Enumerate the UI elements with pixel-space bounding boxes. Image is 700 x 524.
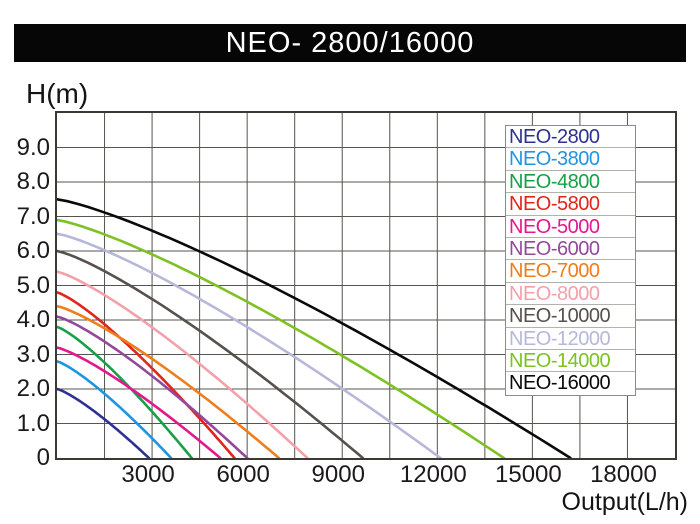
y-axis-title: H(m) bbox=[26, 78, 89, 109]
x-tick-18000: 18000 bbox=[590, 461, 657, 488]
curve-neo-10000 bbox=[57, 249, 365, 458]
legend-item-neo-4800: NEO-4800 bbox=[506, 170, 635, 194]
curve-neo-16000 bbox=[57, 198, 572, 458]
x-tick-6000: 6000 bbox=[216, 461, 270, 488]
x-tick-3000: 3000 bbox=[121, 461, 175, 488]
y-tick-2.0: 2.0 bbox=[16, 375, 50, 402]
legend-item-neo-16000: NEO-16000 bbox=[506, 372, 635, 395]
y-tick-8.0: 8.0 bbox=[16, 168, 50, 195]
curve-neo-4800 bbox=[57, 325, 193, 458]
y-tick-4.0: 4.0 bbox=[16, 306, 50, 333]
x-axis-title: Output(L/h) bbox=[561, 488, 688, 516]
legend-item-neo-10000: NEO-10000 bbox=[506, 305, 635, 328]
legend-item-neo-8000: NEO-8000 bbox=[506, 282, 635, 306]
curve-neo-7000 bbox=[57, 304, 281, 458]
y-tick-7.0: 7.0 bbox=[16, 202, 50, 230]
legend-item-neo-7000: NEO-7000 bbox=[506, 260, 635, 283]
title-bar: NEO- 2800/16000 bbox=[14, 24, 686, 62]
legend-item-neo-3800: NEO-3800 bbox=[506, 148, 635, 171]
legend: NEO-2800 NEO-3800 NEO-4800 NEO-5800 NEO-5000… bbox=[505, 125, 636, 396]
plot-area: NEO-2800 NEO-3800 NEO-4800 NEO-5800 NEO-5000… bbox=[55, 111, 677, 460]
y-tick-6.0: 6.0 bbox=[16, 237, 50, 264]
y-tick-9.0: 9.0 bbox=[16, 133, 50, 161]
legend-item-neo-12000: NEO-12000 bbox=[506, 327, 635, 350]
chart-title: NEO- 2800/16000 bbox=[225, 26, 475, 59]
curve-neo-5000 bbox=[57, 346, 222, 458]
curve-neo-14000 bbox=[57, 218, 506, 458]
curve-neo-6000 bbox=[57, 315, 249, 458]
y-tick-1.0: 1.0 bbox=[16, 409, 50, 437]
x-tick-12000: 12000 bbox=[399, 461, 467, 488]
curve-neo-2800 bbox=[57, 387, 151, 458]
y-tick-5.0: 5.0 bbox=[16, 271, 50, 299]
curve-neo-3800 bbox=[57, 360, 173, 458]
x-tick-9000: 9000 bbox=[311, 461, 365, 488]
legend-item-neo-5000: NEO-5000 bbox=[506, 215, 635, 238]
legend-item-neo-2800: NEO-2800 bbox=[506, 126, 635, 149]
curve-neo-5800 bbox=[57, 291, 236, 458]
curve-neo-12000 bbox=[57, 232, 442, 458]
curve-neo-8000 bbox=[57, 270, 309, 458]
x-tick-15000: 15000 bbox=[495, 461, 562, 488]
legend-item-neo-14000: NEO-14000 bbox=[506, 349, 635, 373]
legend-item-neo-6000: NEO-6000 bbox=[506, 237, 635, 261]
y-tick-3.0: 3.0 bbox=[16, 340, 50, 368]
legend-item-neo-5800: NEO-5800 bbox=[506, 193, 635, 216]
y-tick-0: 0 bbox=[36, 444, 50, 471]
